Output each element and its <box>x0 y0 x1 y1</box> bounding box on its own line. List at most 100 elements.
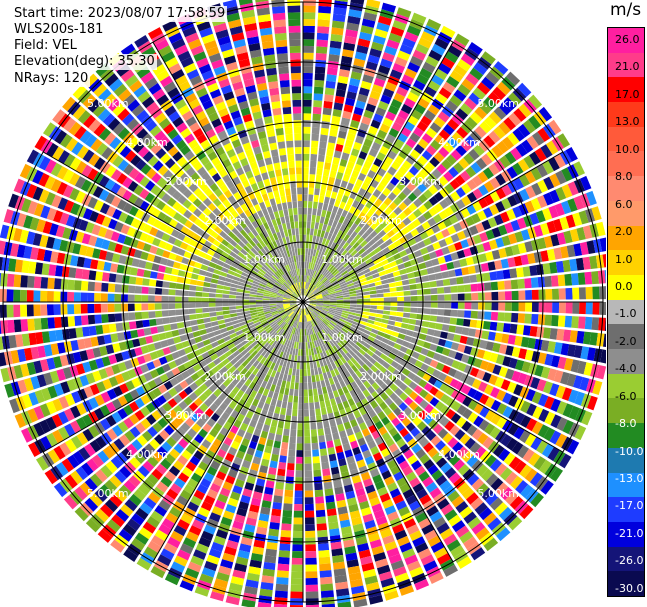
velocity-gate <box>241 339 249 346</box>
velocity-gate <box>500 379 511 391</box>
velocity-gate <box>204 356 213 365</box>
velocity-gate <box>93 407 105 420</box>
velocity-gate <box>589 332 598 346</box>
velocity-gate <box>513 426 525 440</box>
velocity-gate <box>298 315 301 322</box>
velocity-gate <box>303 342 306 350</box>
velocity-gate <box>156 272 165 280</box>
velocity-gate <box>476 464 489 477</box>
velocity-gate <box>340 394 347 403</box>
velocity-gate <box>279 358 285 367</box>
velocity-gate <box>221 267 229 273</box>
velocity-gate <box>74 486 88 501</box>
velocity-gate <box>405 494 418 506</box>
velocity-gate <box>123 480 137 493</box>
velocity-gate <box>201 455 212 466</box>
velocity-gate <box>21 394 33 409</box>
velocity-gate <box>291 194 297 202</box>
velocity-gate <box>227 343 236 350</box>
velocity-gate <box>306 362 310 370</box>
velocity-gate <box>521 361 531 373</box>
velocity-gate <box>162 281 170 288</box>
velocity-gate <box>304 490 314 498</box>
velocity-gate <box>274 488 284 497</box>
velocity-gate <box>272 6 286 14</box>
velocity-gate <box>457 556 472 569</box>
velocity-gate <box>443 564 458 577</box>
velocity-gate <box>81 462 94 476</box>
velocity-gate <box>6 273 15 287</box>
velocity-gate <box>85 246 95 258</box>
velocity-gate <box>418 333 427 341</box>
velocity-gate <box>259 465 268 474</box>
velocity-gate <box>28 442 41 457</box>
velocity-gate <box>256 306 264 310</box>
velocity-gate <box>197 323 206 330</box>
velocity-gate <box>252 360 260 368</box>
velocity-gate <box>440 503 454 516</box>
velocity-gate <box>574 391 585 406</box>
velocity-gate <box>154 295 162 302</box>
velocity-gate <box>318 394 324 402</box>
velocity-gate <box>249 302 256 305</box>
velocity-gate <box>94 394 105 406</box>
velocity-gate <box>372 324 380 331</box>
velocity-gate <box>316 39 328 48</box>
velocity-gate <box>493 444 505 458</box>
velocity-gate <box>131 513 145 526</box>
velocity-gate <box>522 448 535 463</box>
velocity-gate <box>283 503 293 511</box>
velocity-gate <box>13 274 22 288</box>
velocity-gate <box>128 285 136 294</box>
velocity-gate <box>303 133 311 141</box>
velocity-gate <box>380 383 389 392</box>
velocity-gate <box>203 317 211 323</box>
velocity-gate <box>269 295 277 298</box>
velocity-gate <box>407 454 418 465</box>
velocity-gate <box>188 525 202 536</box>
velocity-gate <box>296 362 300 370</box>
velocity-gate <box>190 372 200 382</box>
velocity-gate <box>188 308 196 314</box>
velocity-gate <box>101 356 111 367</box>
velocity-gate <box>160 339 169 348</box>
velocity-gate <box>123 404 134 416</box>
velocity-gate <box>192 267 201 275</box>
velocity-gate <box>320 311 327 316</box>
velocity-gate <box>222 379 231 388</box>
velocity-gate <box>284 367 289 375</box>
velocity-gate <box>333 390 340 398</box>
velocity-gate <box>266 327 273 334</box>
velocity-gate <box>87 304 95 314</box>
velocity-gate <box>303 5 316 13</box>
velocity-gate <box>244 523 256 533</box>
velocity-gate <box>296 234 300 242</box>
velocity-gate <box>230 576 245 586</box>
velocity-gate <box>351 372 359 381</box>
velocity-gate <box>440 393 450 404</box>
velocity-gate <box>84 497 99 512</box>
velocity-gate <box>312 120 321 128</box>
velocity-gate <box>82 428 94 442</box>
velocity-gate <box>262 298 270 301</box>
velocity-gate <box>244 431 253 441</box>
velocity-gate <box>298 221 303 228</box>
velocity-gate <box>114 470 127 484</box>
velocity-gate <box>382 534 395 545</box>
velocity-gate <box>380 577 395 588</box>
velocity-gate <box>304 402 309 410</box>
velocity-gate <box>420 363 430 372</box>
velocity-gate <box>374 317 383 323</box>
velocity-gate <box>0 352 7 367</box>
velocity-gate <box>464 310 472 318</box>
velocity-gate <box>461 384 472 395</box>
velocity-gate <box>211 541 224 552</box>
velocity-gate <box>222 310 230 315</box>
velocity-gate <box>550 398 561 412</box>
velocity-gate <box>254 321 261 327</box>
velocity-gate <box>282 106 292 115</box>
velocity-gate <box>248 373 256 382</box>
velocity-gate <box>280 313 287 318</box>
velocity-gate <box>288 19 301 27</box>
velocity-gate <box>456 446 469 458</box>
